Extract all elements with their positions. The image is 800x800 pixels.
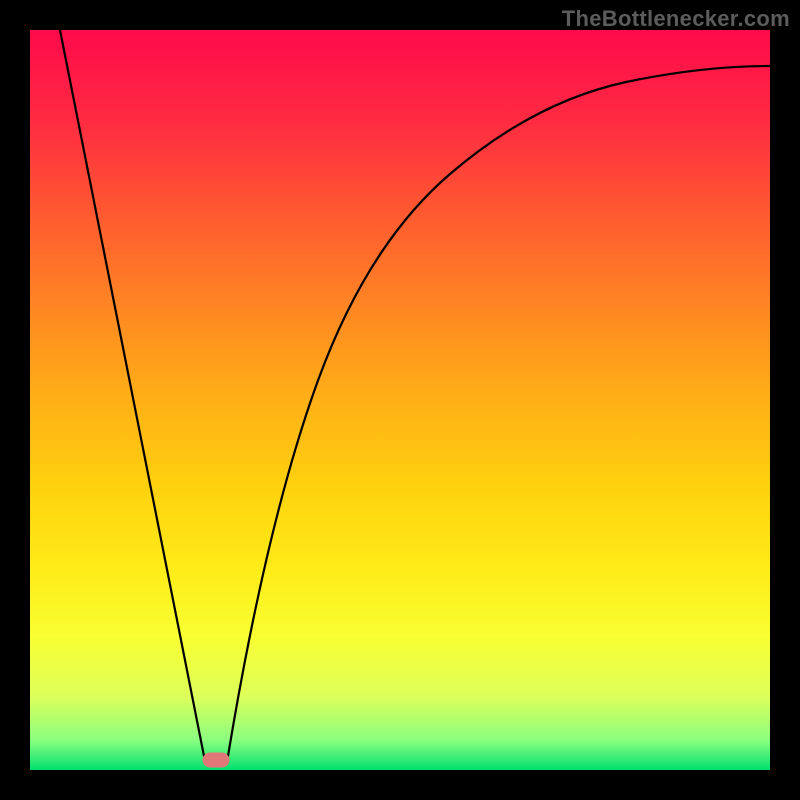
bottleneck-chart: TheBottlenecker.com xyxy=(0,0,800,800)
plot-area xyxy=(30,30,770,770)
watermark-label: TheBottlenecker.com xyxy=(562,6,790,32)
